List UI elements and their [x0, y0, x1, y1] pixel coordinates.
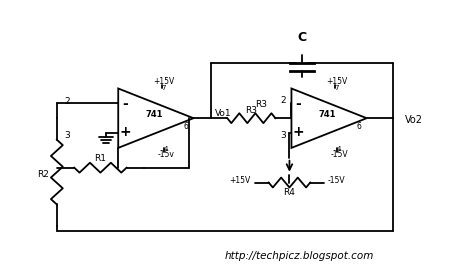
Text: 3: 3	[64, 131, 70, 140]
Text: 4: 4	[337, 146, 341, 152]
Text: -: -	[122, 97, 128, 111]
Text: 3: 3	[281, 131, 286, 141]
Text: Vo2: Vo2	[405, 115, 423, 125]
Text: 6: 6	[183, 122, 188, 131]
Text: R3: R3	[255, 100, 267, 109]
Text: R4: R4	[283, 188, 295, 197]
Text: 4: 4	[164, 146, 168, 152]
Text: R2: R2	[37, 170, 49, 179]
Text: http://techpicz.blogspot.com: http://techpicz.blogspot.com	[225, 251, 374, 261]
Text: 7: 7	[162, 85, 166, 91]
Text: +15V: +15V	[326, 77, 347, 86]
Text: +: +	[292, 125, 304, 139]
Text: Vo1: Vo1	[215, 109, 232, 118]
Text: +15V: +15V	[229, 176, 251, 185]
Text: 6: 6	[356, 122, 361, 131]
Text: 7: 7	[335, 85, 339, 91]
Text: 741: 741	[145, 110, 163, 119]
Text: R1: R1	[94, 154, 106, 163]
Text: 2: 2	[64, 97, 70, 106]
Text: R3: R3	[246, 106, 257, 115]
Text: -15v: -15v	[157, 150, 174, 159]
Text: -15V: -15V	[330, 150, 348, 159]
Text: 741: 741	[319, 110, 336, 119]
Text: +15V: +15V	[153, 77, 174, 86]
Text: C: C	[298, 30, 307, 44]
Text: +: +	[119, 125, 131, 139]
Text: 2: 2	[281, 96, 286, 105]
Text: -: -	[295, 97, 301, 111]
Text: -15V: -15V	[328, 176, 346, 185]
